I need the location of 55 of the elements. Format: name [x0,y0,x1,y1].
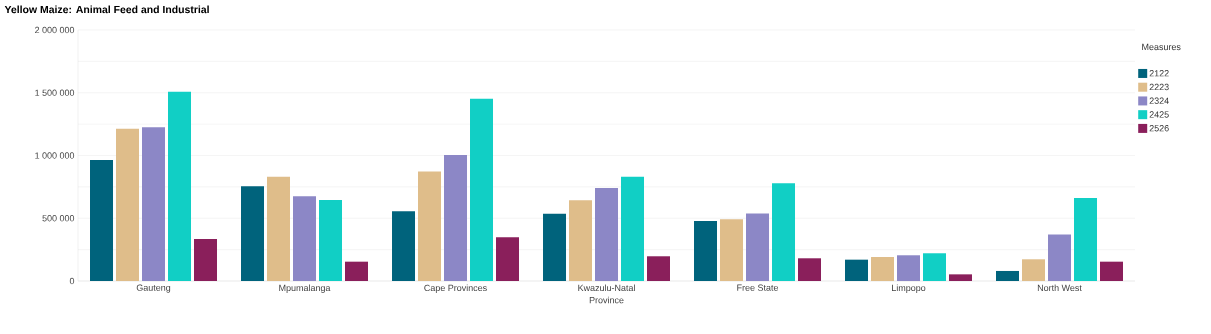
bar [621,176,645,281]
legend-label: 2223 [1149,83,1169,91]
x-tick-label: Free State [737,284,779,291]
legend-label: 2425 [1149,111,1169,118]
x-tick-label: Gauteng [136,284,171,293]
bar [90,159,114,281]
chart-title: Yellow Maize: Animal Feed and Industrial [4,5,209,14]
y-tick-label: 0 [69,277,75,285]
bar [720,219,744,281]
bar [1048,234,1072,281]
legend-title: Measures [1142,43,1181,51]
bar [319,199,343,281]
bar [470,98,494,281]
bar [595,187,619,281]
bar [543,213,567,281]
bar [923,253,947,281]
bar [116,128,140,281]
bar [267,176,291,281]
y-tick-label: 500 000 [42,215,75,222]
bar [168,91,192,281]
y-tick-label: 1 000 000 [35,152,75,159]
legend-label: 2122 [1149,70,1169,77]
bar [241,186,265,281]
bar [444,155,468,281]
x-tick-label: Mpumalanga [279,284,331,293]
y-tick-label: 1 500 000 [35,89,75,96]
bar [897,255,921,281]
bar [569,200,593,281]
bar [1022,259,1046,281]
legend-label: 2526 [1149,125,1169,132]
bar [996,270,1020,281]
x-tick-label: North West [1037,284,1082,292]
bar [1074,197,1098,281]
x-tick-label: Kwazulu-Natal [578,284,635,292]
bar [392,211,416,281]
bar [1100,261,1124,281]
x-tick-label: Cape Provinces [424,284,487,293]
bar [293,196,317,281]
bar [418,171,442,281]
bar [694,220,718,281]
bar [194,238,218,281]
bar [746,213,770,281]
y-tick-label: 2 000 000 [35,26,75,34]
bar [871,257,895,281]
bar [345,261,369,281]
x-tick-label: Limpopo [892,284,926,293]
bar [142,127,166,281]
bar [647,256,671,281]
bar [949,274,973,281]
bar [496,237,520,281]
x-axis-title: Province [589,296,624,304]
bar [772,183,796,281]
bar [798,258,822,281]
legend-label: 2324 [1149,97,1169,104]
bar [845,259,869,281]
